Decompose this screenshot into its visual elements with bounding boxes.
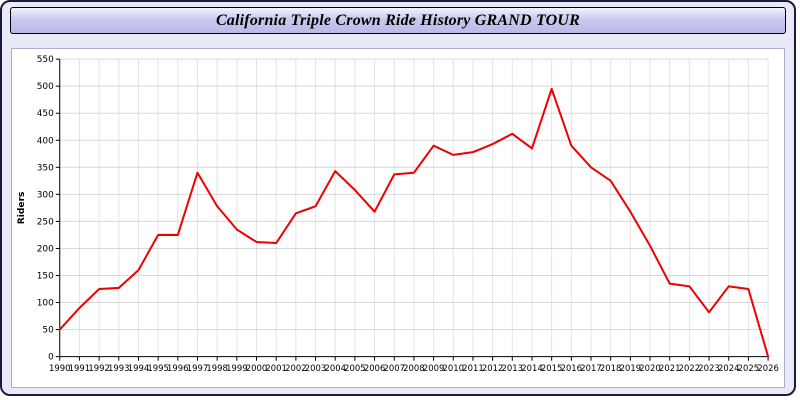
chart-panel: 0 50 100 150 200 250 300 350 400 450 500 550 1990 199… [11, 48, 785, 388]
x-tick-label: 1995 [147, 364, 168, 374]
x-tick-label: 2010 [443, 364, 464, 374]
ride-history-chart: 0501001502002503003504004505005501990199… [12, 49, 784, 387]
y-tick-label: 150 [37, 271, 54, 281]
x-tick-label: 2018 [600, 364, 621, 374]
x-tick-label: 2017 [580, 364, 601, 374]
x-tick-label: 2003 [305, 364, 326, 374]
x-tick-label: 2009 [423, 364, 444, 374]
x-tick-label: 1990 [49, 364, 70, 374]
x-tick-label: 2014 [521, 364, 542, 374]
y-tick-label: 300 [37, 190, 54, 200]
y-tick-label: 500 [37, 82, 54, 92]
y-tick-label: 200 [37, 244, 54, 254]
y-tick-label: 0 [48, 353, 54, 363]
y-tick-label: 400 [37, 136, 54, 146]
title-bar: California Triple Crown Ride History GRA… [10, 7, 786, 34]
x-tick-label: 2011 [462, 364, 483, 374]
x-tick-label: 2019 [620, 364, 641, 374]
x-tick-label: 1994 [128, 364, 149, 374]
x-tick-label: 2008 [403, 364, 424, 374]
x-tick-label: 2021 [659, 364, 680, 374]
page-title: California Triple Crown Ride History GRA… [215, 11, 581, 29]
y-tick-label: 100 [37, 299, 54, 309]
x-tick-label: 2013 [502, 364, 523, 374]
x-tick-label: 1998 [206, 364, 227, 374]
y-tick-label: 350 [37, 163, 54, 173]
x-tick-label: 2000 [246, 364, 267, 374]
x-tick-label: 2024 [718, 364, 739, 374]
y-axis-title: Riders [17, 192, 27, 225]
y-tick-label: 50 [42, 326, 54, 336]
x-tick-label: 2015 [541, 364, 562, 374]
x-tick-label: 2012 [482, 364, 503, 374]
y-tick-label: 450 [37, 109, 54, 119]
plot-background [12, 49, 784, 387]
x-tick-label: 1996 [167, 364, 188, 374]
x-tick-label: 2005 [344, 364, 365, 374]
x-tick-label: 1997 [187, 364, 208, 374]
x-tick-label: 2002 [285, 364, 306, 374]
x-tick-label: 1991 [69, 364, 90, 374]
x-tick-label: 2023 [698, 364, 719, 374]
x-tick-label: 2006 [364, 364, 385, 374]
x-tick-label: 2020 [639, 364, 660, 374]
x-tick-label: 1993 [108, 364, 129, 374]
x-tick-label: 2025 [738, 364, 759, 374]
x-tick-label: 1992 [88, 364, 109, 374]
x-tick-label: 2001 [265, 364, 286, 374]
x-tick-label: 2016 [561, 364, 582, 374]
x-tick-label: 1999 [226, 364, 247, 374]
x-tick-label: 2026 [757, 364, 778, 374]
x-tick-label: 2022 [679, 364, 700, 374]
x-tick-label: 2007 [383, 364, 404, 374]
ride-history-line [58, 87, 770, 358]
y-tick-label: 250 [37, 217, 54, 227]
y-tick-label: 550 [37, 55, 54, 65]
x-tick-label: 2004 [324, 364, 345, 374]
